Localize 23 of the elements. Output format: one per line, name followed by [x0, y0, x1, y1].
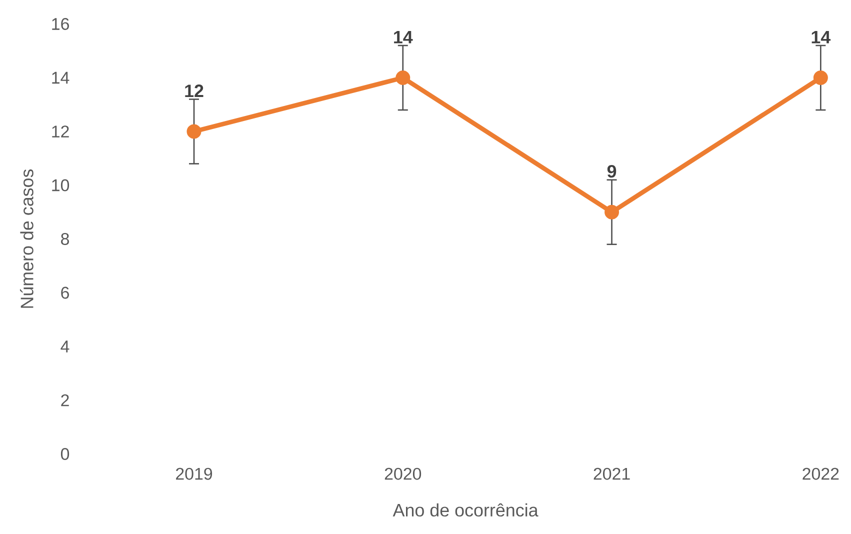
- x-tick-label: 2020: [384, 468, 422, 480]
- y-tick-label: 6: [61, 286, 69, 299]
- y-tick-label: 2: [61, 394, 69, 406]
- y-axis-title: Número de casos: [20, 169, 34, 308]
- data-label: 9: [607, 164, 616, 178]
- y-tick-label: 10: [52, 179, 70, 192]
- x-tick-label: 2022: [802, 468, 839, 480]
- x-tick-label: 2021: [594, 468, 630, 480]
- y-tick-label: 16: [52, 18, 69, 30]
- y-tick-label: 12: [52, 126, 69, 138]
- point: [186, 124, 202, 139]
- y-tick-label: 4: [60, 340, 70, 352]
- point: [604, 204, 620, 220]
- x-tick-label: 2019: [176, 468, 212, 480]
- point: [813, 70, 828, 85]
- y-tick-label: 0: [60, 448, 70, 460]
- y-tick-label: 14: [52, 72, 70, 84]
- data-label: 12: [185, 84, 204, 98]
- x-axis-title: Ano de ocorrência: [392, 503, 538, 517]
- y-tick-label: 8: [61, 233, 69, 245]
- data-label: 14: [812, 30, 831, 44]
- data-label: 14: [394, 30, 413, 44]
- point: [396, 70, 410, 85]
